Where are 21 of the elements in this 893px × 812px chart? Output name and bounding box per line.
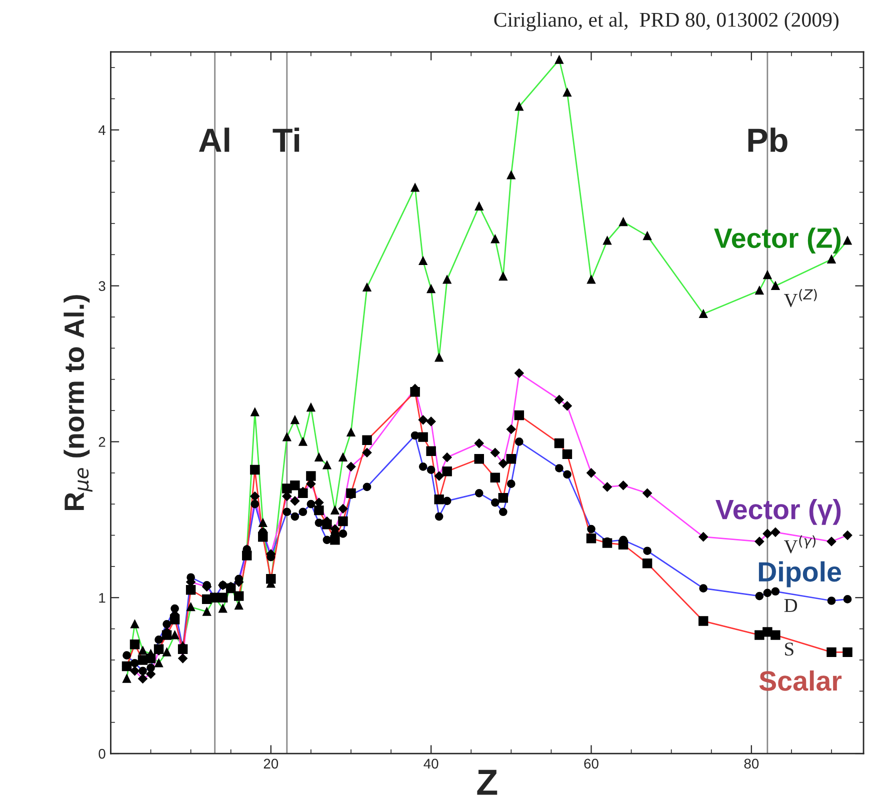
y-tick-label: 2 [98, 437, 106, 447]
series-label: Dipole [758, 561, 842, 588]
text: Cirigliano, et al, PRD 80, 013002 (2009) [494, 12, 839, 32]
annotation: V$^{(γ)}$ [784, 535, 816, 554]
y-axis-title: R$_{μe}$ (norm to Al.) [64, 295, 92, 510]
ref-line-label: Ti [272, 128, 300, 152]
y-tick-label: 1 [99, 593, 106, 603]
ref-line-label: Al [199, 128, 230, 152]
ref-line-label: Pb [748, 128, 788, 152]
y-tick-label: 3 [98, 281, 106, 291]
x-axis-title: Z [477, 770, 498, 795]
y-tick-label: 4 [98, 125, 106, 135]
annotation: V$^{(Z)}$ [784, 289, 817, 308]
x-tick-label: 20 [264, 758, 278, 769]
x-tick-label: 60 [584, 758, 598, 769]
y-tick-label: 0 [98, 748, 106, 759]
series-label: Vector (Z) [714, 228, 841, 254]
x-tick-label: 80 [744, 758, 759, 769]
x-tick-label: 40 [424, 758, 438, 769]
annotation: D [784, 599, 798, 612]
annotation: S [785, 642, 794, 656]
